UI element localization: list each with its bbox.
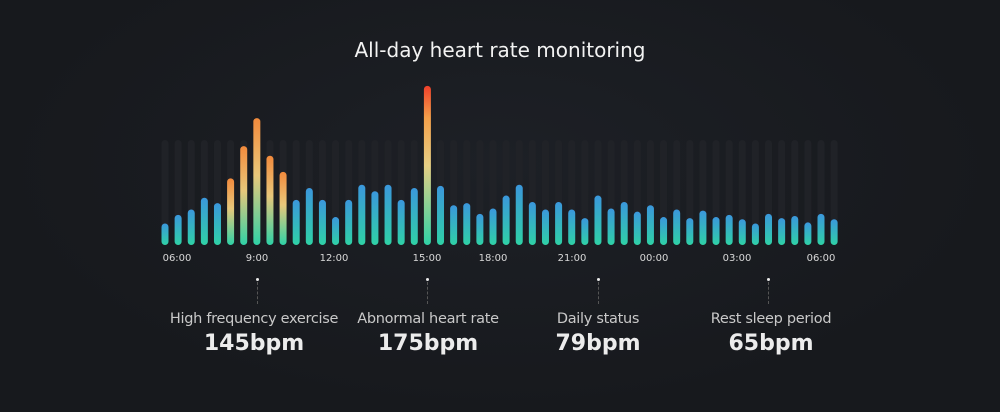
- annotation-high-frequency-exercise: High frequency exercise 145bpm: [144, 311, 364, 356]
- x-tick-label: 12:00: [319, 253, 349, 264]
- heart-rate-bar: [502, 195, 510, 245]
- annotation-pointer: [766, 278, 770, 304]
- x-tick-label: 9:00: [245, 253, 269, 264]
- heart-rate-bar: [673, 209, 681, 245]
- heart-rate-bar: [791, 215, 799, 245]
- heart-rate-bar: [227, 178, 235, 245]
- heart-rate-bar: [187, 209, 195, 245]
- annotation-value: 175bpm: [377, 331, 479, 356]
- heart-rate-bar: [437, 185, 445, 245]
- heart-rate-bar: [725, 214, 733, 245]
- heart-rate-bar: [384, 184, 392, 245]
- heart-rate-bar: [555, 201, 563, 245]
- heart-rate-bar: [751, 223, 759, 245]
- annotation-pointer: [255, 278, 259, 304]
- heart-rate-bar: [738, 219, 746, 245]
- x-tick-label: 06:00: [806, 253, 836, 264]
- heart-rate-bar: [817, 213, 825, 245]
- heart-rate-bar: [489, 208, 497, 245]
- heart-rate-bar: [646, 205, 654, 245]
- heart-rate-bar: [633, 211, 641, 245]
- heart-rate-bar: [161, 223, 169, 245]
- heart-rate-bar: [240, 146, 248, 245]
- heart-rate-bar: [686, 218, 694, 245]
- annotation-value: 79bpm: [555, 331, 641, 356]
- heart-rate-bar: [318, 199, 326, 245]
- annotation-label: Abnormal heart rate: [357, 311, 499, 327]
- x-tick-label: 00:00: [639, 253, 669, 264]
- heart-rate-bar: [213, 203, 221, 245]
- heart-rate-bar: [515, 184, 523, 245]
- heart-rate-bar: [345, 199, 353, 245]
- heart-rate-bar: [410, 188, 418, 245]
- heart-rate-bar: [541, 209, 549, 245]
- heart-rate-bar: [699, 210, 707, 245]
- annotation-rest-sleep-period: Rest sleep period 65bpm: [661, 311, 881, 356]
- annotation-pointer: [596, 278, 600, 304]
- x-tick-label: 06:00: [162, 253, 192, 264]
- chart-title: All-day heart rate monitoring: [354, 38, 646, 62]
- heart-rate-bar: [397, 199, 405, 245]
- annotation-label: Daily status: [556, 311, 640, 327]
- heart-rate-bar: [463, 203, 471, 245]
- heart-rate-bar: [332, 217, 340, 245]
- annotation-label: High frequency exercise: [169, 311, 339, 327]
- heart-rate-bar: [200, 197, 208, 245]
- x-tick-label: 21:00: [557, 253, 587, 264]
- heart-rate-bar: [830, 219, 838, 245]
- heart-rate-bar: [266, 155, 274, 245]
- heart-rate-bar: [594, 195, 602, 245]
- heart-rate-bar: [712, 217, 720, 245]
- bar-track: [830, 140, 838, 245]
- x-tick-label: 15:00: [412, 253, 442, 264]
- heart-rate-bar: [253, 118, 261, 245]
- heart-rate-bar: [568, 209, 576, 245]
- heart-rate-bar: [423, 85, 431, 245]
- bar-track: [804, 140, 812, 245]
- heart-rate-bar: [804, 222, 812, 245]
- heart-rate-bar: [450, 205, 458, 245]
- heart-rate-bar: [371, 191, 379, 245]
- annotation-daily-status: Daily status 79bpm: [488, 311, 708, 356]
- heart-rate-bar: [358, 184, 366, 245]
- bar-track: [738, 140, 746, 245]
- x-tick-label: 03:00: [722, 253, 752, 264]
- annotation-label: Rest sleep period: [710, 311, 832, 327]
- annotation-pointer: [425, 278, 429, 304]
- heart-rate-bar: [279, 171, 287, 245]
- annotation-value: 65bpm: [728, 331, 814, 356]
- heart-rate-bar: [778, 218, 786, 245]
- heart-rate-bar: [476, 213, 484, 245]
- bar-track: [161, 140, 169, 245]
- heart-rate-bar: [528, 201, 536, 245]
- bar-track: [751, 140, 759, 245]
- heart-rate-bar: [581, 218, 589, 245]
- annotation-abnormal-heart-rate: Abnormal heart rate 175bpm: [318, 311, 538, 356]
- x-tick-label: 18:00: [478, 253, 508, 264]
- heart-rate-bar: [305, 188, 313, 245]
- heart-rate-bar: [620, 201, 628, 245]
- annotation-value: 145bpm: [203, 331, 305, 356]
- heart-rate-bar: [765, 213, 773, 245]
- heart-rate-bar: [607, 208, 615, 245]
- heart-rate-bar: [292, 199, 300, 245]
- heart-rate-bar: [174, 214, 182, 245]
- heart-rate-bar: [660, 217, 668, 245]
